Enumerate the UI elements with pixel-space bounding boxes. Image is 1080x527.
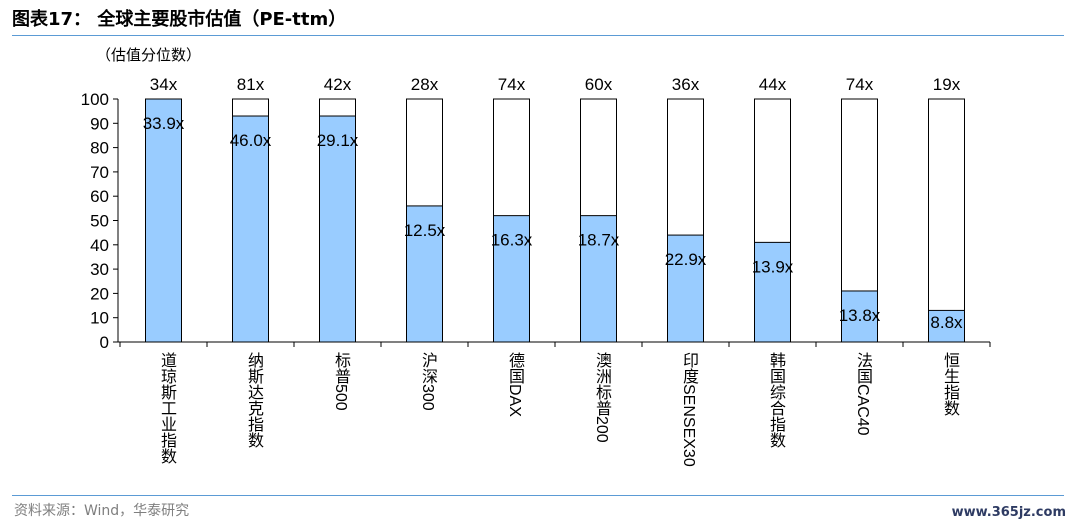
bar-data-label: 16.3x <box>491 231 533 250</box>
bar <box>754 241 791 343</box>
bar <box>841 290 878 343</box>
bar <box>580 215 617 343</box>
y-tick-label: 70 <box>90 163 109 182</box>
category-label: 澳洲标普200 <box>593 352 612 443</box>
category-label: 标普500 <box>332 352 351 411</box>
bar-data-label: 33.9x <box>143 114 185 133</box>
bar-top-label: 34x <box>150 75 178 94</box>
title-divider <box>12 35 1064 36</box>
y-tick-label: 80 <box>90 139 109 158</box>
watermark: www.365jz.com <box>951 505 1066 520</box>
bar-top-label: 44x <box>759 75 787 94</box>
category-label: 韩国综合指数 <box>767 352 786 448</box>
y-tick-label: 40 <box>90 236 109 255</box>
category-label: 纳斯达克指数 <box>245 352 264 448</box>
footer-divider <box>12 495 1064 496</box>
bar-data-label: 13.9x <box>752 257 794 276</box>
category-label: 沪深300 <box>419 352 438 411</box>
category-label: 德国DAX <box>506 352 525 417</box>
y-tick-label: 10 <box>90 309 109 328</box>
chart-title: 图表17： 全球主要股市估值（PE-ttm） <box>12 9 347 30</box>
bar <box>406 205 443 343</box>
bar-top-label: 28x <box>411 75 439 94</box>
bar <box>232 115 269 343</box>
bar-top-label: 42x <box>324 75 352 94</box>
y-tick-label: 30 <box>90 260 109 279</box>
source-note: 资料来源：Wind，华泰研究 <box>14 503 190 519</box>
y-tick-label: 60 <box>90 187 109 206</box>
bar <box>145 98 182 343</box>
bar-top-label: 36x <box>672 75 700 94</box>
y-tick-label: 0 <box>100 333 109 352</box>
bar-top-label: 74x <box>498 75 526 94</box>
category-label: 印度SENSEX30 <box>680 352 699 467</box>
bar-data-label: 8.8x <box>930 313 963 332</box>
bar-data-label: 29.1x <box>317 131 359 150</box>
category-label: 法国CAC40 <box>854 352 873 436</box>
y-tick-label: 100 <box>81 90 109 109</box>
bar-top-label: 60x <box>585 75 613 94</box>
category-label: 恒生指数 <box>941 352 960 416</box>
bar <box>319 115 356 343</box>
category-label: 道琼斯工业指数 <box>158 352 177 464</box>
bar <box>928 309 965 343</box>
y-tick-label: 50 <box>90 212 109 231</box>
y-axis-label: （估值分位数） <box>96 46 202 64</box>
bar-frame <box>928 98 965 343</box>
bar <box>667 234 704 343</box>
bar-data-label: 22.9x <box>665 250 707 269</box>
y-tick-label: 90 <box>90 114 109 133</box>
bar-top-label: 74x <box>846 75 874 94</box>
bar <box>493 215 530 343</box>
bar-data-label: 18.7x <box>578 231 620 250</box>
bar-top-label: 81x <box>237 75 265 94</box>
bar-data-label: 12.5x <box>404 221 446 240</box>
bar-data-label: 13.8x <box>839 306 881 325</box>
bar-data-label: 46.0x <box>230 131 272 150</box>
bar-top-label: 19x <box>933 75 961 94</box>
y-tick-label: 20 <box>90 284 109 303</box>
